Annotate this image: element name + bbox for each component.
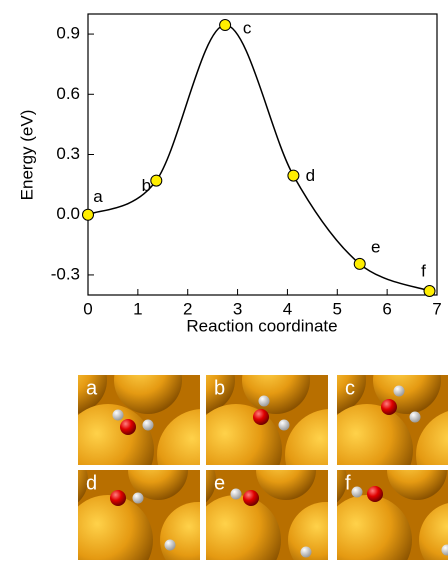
state-point: [354, 258, 365, 269]
oxygen-atom: [110, 490, 126, 506]
point-label: c: [243, 19, 252, 38]
state-point: [424, 285, 435, 296]
panel-label: b: [214, 377, 225, 399]
oxygen-atom: [243, 490, 259, 506]
state-point: [220, 20, 231, 31]
oxygen-atom: [381, 399, 397, 415]
hydrogen-atom: [352, 487, 363, 498]
x-axis-label: Reaction coordinate: [186, 316, 337, 335]
x-tick-label: 5: [333, 299, 342, 318]
y-tick-label: 0.6: [56, 84, 80, 103]
point-label: e: [371, 237, 380, 256]
figure: Energy (eV) Reaction coordinate 0.9 0.6 0.…: [0, 0, 448, 561]
hydrogen-atom: [410, 412, 421, 423]
state-point: [151, 175, 162, 186]
x-tick-label: 4: [283, 299, 292, 318]
panel-label: a: [86, 377, 98, 399]
y-tick-label: -0.3: [51, 264, 80, 283]
hydrogen-atom: [133, 493, 144, 504]
oxygen-atom: [367, 486, 383, 502]
plot-frame: [88, 14, 437, 295]
point-label: a: [93, 187, 103, 206]
x-tick-label: 0: [83, 299, 92, 318]
state-point: [83, 209, 94, 220]
state-point: [288, 170, 299, 181]
x-tick-label: 7: [432, 299, 441, 318]
panel-label: e: [214, 472, 225, 494]
panel-label: f: [345, 472, 351, 494]
hydrogen-atom: [113, 410, 124, 421]
y-tick-label: 0.3: [56, 144, 80, 163]
y-tick-label: 0.0: [56, 204, 80, 223]
x-tick-label: 6: [382, 299, 391, 318]
hydrogen-atom: [301, 547, 312, 558]
hydrogen-atom: [165, 540, 176, 551]
y-tick-label: 0.9: [56, 24, 80, 43]
panel-label: c: [345, 377, 355, 399]
panel-label: d: [86, 472, 97, 494]
hydrogen-atom: [143, 420, 154, 431]
point-label: b: [142, 176, 151, 195]
x-tick-label: 3: [233, 299, 242, 318]
hydrogen-atom: [231, 489, 242, 500]
gold-atom: [242, 346, 310, 414]
y-axis-label: Energy (eV): [17, 110, 36, 201]
oxygen-atom: [120, 419, 136, 435]
hydrogen-atom: [279, 420, 290, 431]
point-label: d: [306, 166, 315, 185]
x-tick-label: 1: [133, 299, 142, 318]
point-label: f: [421, 261, 426, 280]
x-tick-label: 2: [183, 299, 192, 318]
oxygen-atom: [253, 409, 269, 425]
gold-atom: [114, 346, 182, 414]
hydrogen-atom: [259, 396, 270, 407]
hydrogen-atom: [394, 386, 405, 397]
